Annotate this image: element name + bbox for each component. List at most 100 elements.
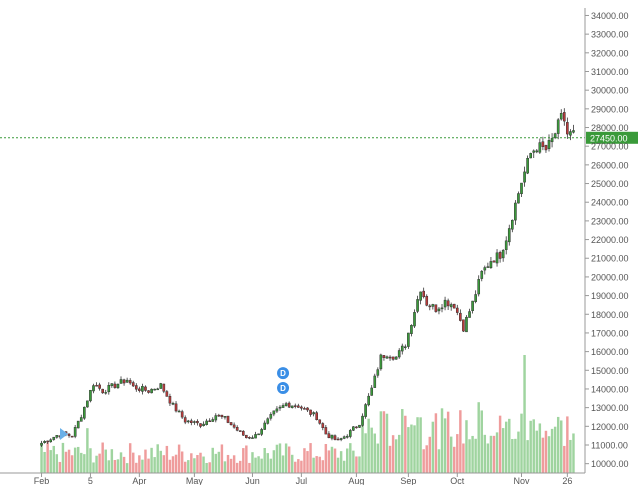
candle [324, 425, 328, 435]
candle [297, 403, 300, 408]
candle [86, 400, 89, 408]
volume-bar [541, 437, 545, 473]
volume-bar [480, 410, 483, 473]
candle [293, 403, 297, 409]
volume-bar [187, 460, 190, 473]
candle [229, 422, 233, 426]
candle [404, 344, 407, 350]
candle [538, 138, 542, 154]
volume-bar [440, 408, 444, 473]
volume-bar [342, 460, 346, 473]
volume-bar [453, 446, 456, 473]
candle [153, 388, 156, 391]
volume-bar [465, 420, 468, 473]
volume-bar [281, 455, 285, 473]
volume-bar [278, 443, 282, 473]
candle [416, 295, 419, 314]
candle [92, 383, 95, 394]
current-price-badge [586, 131, 638, 144]
volume-bar [511, 439, 514, 473]
y-tick-label: 19000.00 [591, 291, 629, 301]
volume-bar [462, 443, 465, 473]
volume-bar [324, 444, 328, 473]
volume-bar [419, 417, 422, 473]
candle [49, 438, 53, 443]
dividend-marker[interactable]: D [277, 382, 290, 395]
dividend-marker[interactable]: D [277, 367, 290, 380]
volume-bar [437, 449, 441, 473]
volume-bar [205, 462, 208, 473]
x-tick-label: Apr [132, 476, 146, 485]
volume-bar [407, 427, 410, 473]
volume-bar [43, 451, 46, 473]
volume-bar [361, 425, 364, 473]
volume-bar [101, 442, 104, 473]
candle [83, 406, 86, 420]
candle [541, 136, 545, 151]
volume-bar [388, 445, 392, 473]
candle [425, 294, 429, 307]
svg-text:D: D [280, 384, 286, 393]
candle [190, 418, 193, 426]
candle [174, 401, 178, 413]
x-tick-label: 5 [88, 476, 93, 485]
volume-bar [162, 455, 166, 473]
volume-bar [297, 459, 300, 473]
volume-bar [58, 461, 62, 473]
candle [180, 409, 184, 419]
volume-bar [443, 418, 447, 473]
volume-bar [95, 455, 98, 473]
volume-bar [269, 458, 273, 473]
candle [367, 393, 370, 407]
candle [168, 393, 172, 406]
y-tick-label: 28000.00 [591, 123, 629, 133]
volume-bar [76, 446, 80, 473]
volume-bar [217, 451, 221, 473]
event-flag-icon[interactable] [60, 428, 68, 440]
volume-bar [220, 444, 224, 473]
candle [529, 152, 532, 159]
volume-bar [46, 442, 49, 473]
volume-bar [523, 355, 526, 473]
y-tick-label: 33000.00 [591, 30, 629, 40]
volume-bar [64, 451, 68, 473]
candle [208, 418, 211, 423]
candle [76, 420, 80, 429]
candle [437, 306, 441, 315]
volume-bar [321, 460, 325, 473]
volume-bar [177, 444, 181, 473]
volume-bar [248, 462, 251, 473]
candle [566, 117, 569, 139]
candle [376, 367, 380, 378]
candle [67, 433, 71, 438]
volume-bar [391, 435, 395, 473]
volume-bar [459, 410, 462, 473]
volume-bar [312, 457, 315, 473]
candle [428, 304, 432, 311]
volume-bar [538, 423, 542, 473]
candle [278, 405, 282, 411]
volume-bar [232, 455, 236, 473]
volume-bar [226, 454, 230, 473]
volume-bar [86, 428, 89, 473]
volume-bar [563, 445, 566, 473]
candle [572, 124, 575, 134]
volume-bar [272, 450, 276, 473]
candle [468, 308, 471, 318]
volume-bar [153, 457, 156, 473]
candle [119, 376, 123, 384]
volume-bar [434, 413, 438, 473]
candle [70, 435, 74, 438]
candle [520, 182, 523, 198]
volume-bar [92, 462, 95, 473]
volume-bar [486, 443, 490, 473]
volume-bar [223, 461, 227, 473]
y-tick-label: 20000.00 [591, 272, 629, 282]
volume-bar [318, 456, 321, 473]
dividend-marker-layer: DD [60, 367, 290, 440]
candle [489, 257, 493, 269]
candle [553, 132, 557, 140]
volume-bar [446, 411, 450, 473]
